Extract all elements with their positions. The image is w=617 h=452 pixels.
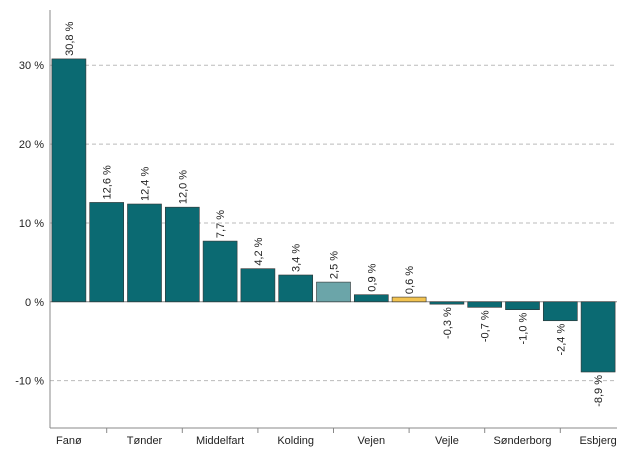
value-label: 12,6 %: [102, 165, 114, 199]
value-label: -8,9 %: [593, 375, 605, 407]
bar: [278, 274, 314, 303]
x-tick-label: Fanø: [56, 435, 82, 447]
bar: [580, 301, 616, 373]
value-label: 0,9 %: [366, 263, 378, 291]
value-label: 4,2 %: [253, 237, 265, 265]
value-label: -0,7 %: [480, 310, 492, 342]
x-tick-label: Esbjerg: [579, 435, 616, 447]
value-label: 0,6 %: [404, 266, 416, 294]
value-label: -1,0 %: [518, 312, 530, 344]
bar: [429, 301, 465, 305]
x-tick-label: Vejen: [358, 435, 386, 447]
x-tick-label: Kolding: [277, 435, 314, 447]
bar: [542, 301, 578, 322]
value-label: -2,4 %: [555, 324, 567, 356]
y-tick-label: -10 %: [15, 376, 44, 388]
value-label: 12,4 %: [140, 167, 152, 201]
bar: [467, 301, 503, 308]
bar: [202, 240, 238, 303]
bar: [505, 301, 540, 310]
bar: [316, 281, 351, 303]
bar: [240, 268, 276, 303]
value-label: 2,5 %: [329, 251, 341, 279]
y-tick-label: 10 %: [19, 218, 44, 230]
bar: [127, 203, 162, 303]
y-tick-label: 20 %: [19, 139, 44, 151]
value-label: -0,3 %: [442, 307, 454, 339]
y-tick-label: 30 %: [19, 60, 44, 72]
bar: [51, 58, 87, 303]
y-tick-label: 0 %: [25, 297, 44, 309]
value-label: 7,7 %: [215, 210, 227, 238]
bar: [164, 206, 200, 303]
value-label: 12,0 %: [177, 170, 189, 204]
x-tick-label: Vejle: [435, 435, 459, 447]
value-label: 3,4 %: [291, 244, 303, 272]
bar: [353, 294, 389, 303]
x-tick-label: Tønder: [127, 435, 163, 447]
bar: [89, 202, 125, 303]
x-tick-label: Sønderborg: [493, 435, 551, 447]
value-label: 30,8 %: [64, 21, 76, 55]
bar: [391, 296, 427, 303]
x-tick-label: Middelfart: [196, 435, 244, 447]
